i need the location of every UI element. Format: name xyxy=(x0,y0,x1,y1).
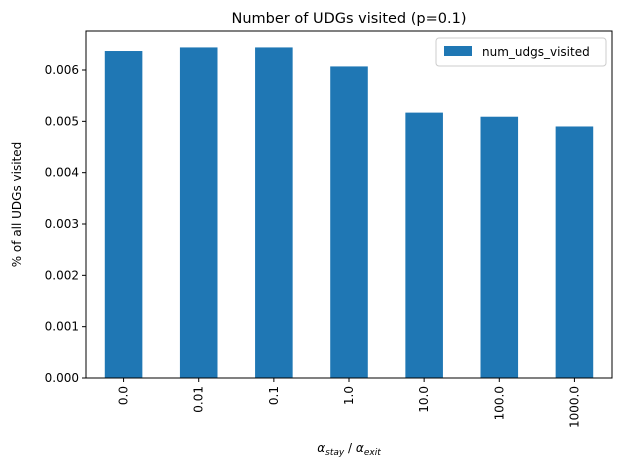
legend-label: num_udgs_visited xyxy=(482,45,590,59)
plot-frame xyxy=(85,30,613,379)
y-axis-label: % of all UDGs visited xyxy=(10,142,24,268)
bar-0.01 xyxy=(179,47,218,379)
x-tick-label: 0.1 xyxy=(267,386,281,405)
y-tick-label: 0.005 xyxy=(45,114,79,128)
y-tick-label: 0.004 xyxy=(45,166,79,180)
bar-1000.0 xyxy=(555,126,594,378)
legend: num_udgs_visited xyxy=(435,37,607,67)
y-tick-label: 0.003 xyxy=(45,217,79,231)
y-tick-label: 0.006 xyxy=(45,63,79,77)
legend-swatch xyxy=(444,46,472,56)
y-tick-label: 0.002 xyxy=(45,268,79,282)
x-label-alpha-2: α xyxy=(356,441,364,455)
bar-1.0 xyxy=(330,66,368,378)
chart-title: Number of UDGs visited (p=0.1) xyxy=(232,11,467,27)
x-label-subscript-stay: stay xyxy=(325,448,345,458)
x-tick-label: 1000.0 xyxy=(567,386,581,428)
bar-0.0 xyxy=(104,51,143,379)
bars-group xyxy=(104,47,594,379)
bar-100.0 xyxy=(480,116,519,378)
x-tick-label: 10.0 xyxy=(417,386,431,413)
bar-0.1 xyxy=(255,47,293,379)
legend-box xyxy=(435,37,607,67)
x-tick-label: 100.0 xyxy=(492,386,506,420)
y-tick-label: 0.001 xyxy=(45,320,79,334)
x-axis-label: αstay / αexit xyxy=(317,441,381,458)
x-tick-label: 1.0 xyxy=(342,386,356,405)
x-axis: 0.0 0.01 0.1 1.0 10.0 100.0 1000.0 xyxy=(117,378,581,428)
x-label-subscript-exit: exit xyxy=(364,448,381,458)
y-axis: 0.000 0.001 0.002 0.003 0.004 0.005 0.006 xyxy=(45,63,86,385)
x-label-separator: / xyxy=(344,441,356,455)
x-label-alpha-1: α xyxy=(317,441,325,455)
x-tick-label: 0.0 xyxy=(117,386,131,405)
x-tick-label: 0.01 xyxy=(192,386,206,413)
bar-10.0 xyxy=(405,112,443,378)
y-tick-label: 0.000 xyxy=(45,371,79,385)
